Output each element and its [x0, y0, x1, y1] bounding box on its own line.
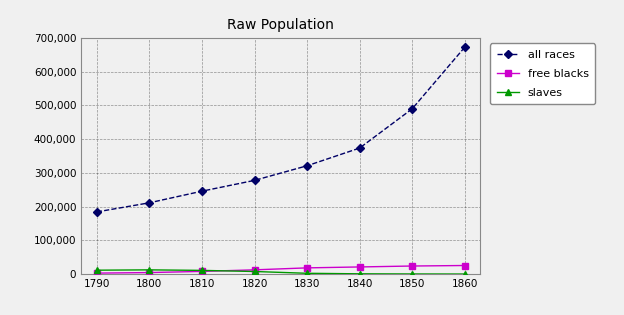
free blacks: [198, 270, 206, 273]
slaves: [303, 272, 311, 275]
all races: [461, 45, 469, 49]
slaves: [461, 272, 469, 276]
all races: [198, 189, 206, 193]
slaves: [356, 272, 363, 276]
Line: slaves: slaves: [94, 267, 467, 277]
all races: [356, 146, 363, 150]
all races: [93, 210, 100, 214]
slaves: [93, 268, 100, 272]
Legend: all races, free blacks, slaves: all races, free blacks, slaves: [490, 43, 595, 105]
slaves: [198, 268, 206, 272]
free blacks: [461, 264, 469, 267]
free blacks: [145, 271, 153, 274]
free blacks: [251, 268, 258, 272]
slaves: [409, 272, 416, 276]
free blacks: [356, 265, 363, 269]
free blacks: [93, 271, 100, 275]
all races: [251, 179, 258, 182]
free blacks: [303, 266, 311, 270]
free blacks: [409, 264, 416, 268]
slaves: [251, 270, 258, 273]
Title: Raw Population: Raw Population: [227, 19, 334, 32]
Line: all races: all races: [94, 44, 467, 215]
all races: [409, 107, 416, 111]
all races: [303, 164, 311, 168]
all races: [145, 201, 153, 205]
slaves: [145, 268, 153, 272]
Line: free blacks: free blacks: [94, 263, 467, 276]
